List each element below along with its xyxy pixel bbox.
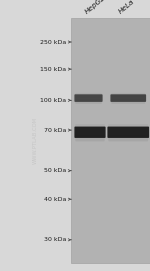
FancyBboxPatch shape [75, 99, 102, 104]
Text: 250 kDa: 250 kDa [40, 40, 66, 44]
FancyBboxPatch shape [75, 135, 105, 141]
FancyBboxPatch shape [107, 127, 149, 138]
Text: 70 kDa: 70 kDa [44, 128, 66, 133]
FancyBboxPatch shape [75, 93, 102, 97]
Text: WWW.PTLAB.COM: WWW.PTLAB.COM [33, 117, 38, 164]
FancyBboxPatch shape [74, 94, 103, 102]
FancyBboxPatch shape [111, 93, 145, 97]
FancyBboxPatch shape [108, 124, 148, 130]
Text: HepG2: HepG2 [84, 0, 107, 15]
Text: HeLa: HeLa [118, 0, 136, 15]
FancyBboxPatch shape [111, 99, 145, 104]
Text: 30 kDa: 30 kDa [44, 237, 66, 242]
Text: 100 kDa: 100 kDa [40, 98, 66, 103]
Text: 50 kDa: 50 kDa [44, 168, 66, 173]
Text: 150 kDa: 150 kDa [40, 67, 66, 72]
Text: 40 kDa: 40 kDa [44, 197, 66, 202]
FancyBboxPatch shape [75, 124, 105, 130]
Bar [70, 18, 150, 263]
FancyBboxPatch shape [110, 94, 146, 102]
FancyBboxPatch shape [108, 135, 148, 141]
FancyBboxPatch shape [74, 127, 106, 138]
